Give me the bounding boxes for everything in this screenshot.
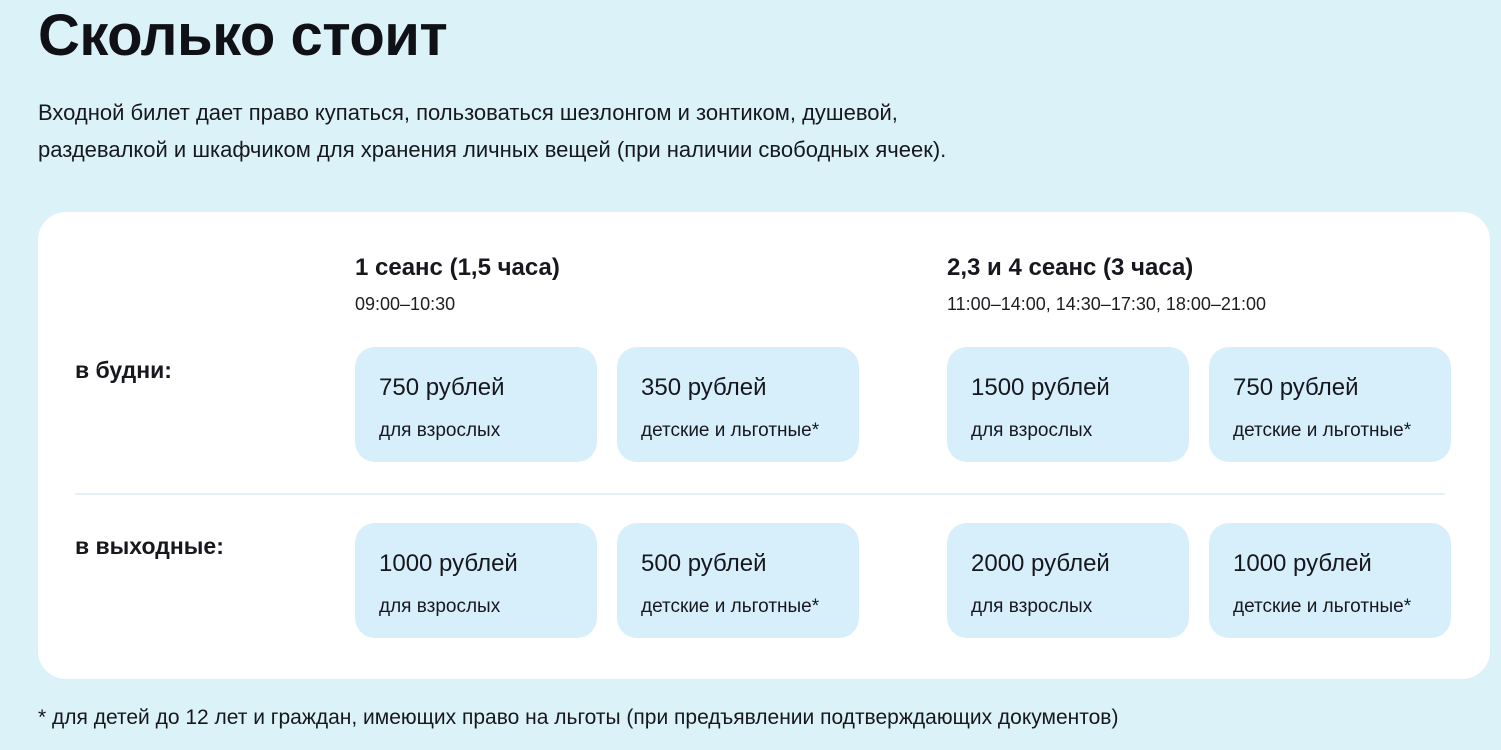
price-card-weekend-child-1session: 500 рублей детские и льготные* <box>617 523 859 638</box>
price-card-weekday-adult-3hour: 1500 рублей для взрослых <box>947 347 1189 462</box>
price-category: для взрослых <box>379 420 501 441</box>
price-amount: 750 рублей <box>1233 374 1359 401</box>
price-amount: 500 рублей <box>641 550 767 577</box>
price-card-weekend-adult-3hour: 2000 рублей для взрослых <box>947 523 1189 638</box>
row-divider <box>75 493 1445 495</box>
intro-line-2: раздевалкой и шкафчиком для хранения лич… <box>38 137 947 162</box>
price-amount: 750 рублей <box>379 374 505 401</box>
weekend-price-row: в выходные: 1000 рублей для взрослых 500… <box>75 523 1451 638</box>
session-column-1-header: 1 сеанс (1,5 часа) 09:00–10:30 <box>355 253 859 316</box>
price-card-weekday-adult-1session: 750 рублей для взрослых <box>355 347 597 462</box>
price-card-weekend-child-3hour: 1000 рублей детские и льготные* <box>1209 523 1451 638</box>
price-category: детские и льготные* <box>1233 420 1412 441</box>
intro-line-1: Входной билет дает право купаться, польз… <box>38 100 898 125</box>
price-category: для взрослых <box>379 596 501 617</box>
footnote-text: * для детей до 12 лет и граждан, имеющих… <box>38 706 1119 729</box>
price-category: детские и льготные* <box>641 420 820 441</box>
price-amount: 2000 рублей <box>971 550 1110 577</box>
price-amount: 1000 рублей <box>379 550 518 577</box>
price-category: детские и льготные* <box>641 596 820 617</box>
price-card-weekend-adult-1session: 1000 рублей для взрослых <box>355 523 597 638</box>
weekend-row-label: в выходные: <box>75 533 224 559</box>
pricing-section: Сколько стоит Входной билет дает право к… <box>38 3 1490 729</box>
price-category: для взрослых <box>971 596 1093 617</box>
price-category: детские и льготные* <box>1233 596 1412 617</box>
weekday-price-row: в будни: 750 рублей для взрослых 350 руб… <box>75 347 1451 462</box>
session-column-2-title: 2,3 и 4 сеанс (3 часа) <box>947 254 1194 281</box>
intro-text: Входной билет дает право купаться, польз… <box>38 94 1490 168</box>
price-category: для взрослых <box>971 420 1093 441</box>
session-column-2-header: 2,3 и 4 сеанс (3 часа) 11:00–14:00, 14:3… <box>947 253 1451 316</box>
page-title: Сколько стоит <box>38 3 448 68</box>
weekday-row-label: в будни: <box>75 357 172 383</box>
session-column-1-times: 09:00–10:30 <box>355 294 456 314</box>
pricing-card: 1 сеанс (1,5 часа) 09:00–10:30 2,3 и 4 с… <box>38 212 1490 679</box>
price-amount: 1000 рублей <box>1233 550 1372 577</box>
session-column-1-title: 1 сеанс (1,5 часа) <box>355 254 560 281</box>
session-header-row: 1 сеанс (1,5 часа) 09:00–10:30 2,3 и 4 с… <box>75 253 1445 316</box>
price-card-weekday-child-1session: 350 рублей детские и льготные* <box>617 347 859 462</box>
session-column-2-times: 11:00–14:00, 14:30–17:30, 18:00–21:00 <box>947 294 1266 314</box>
price-amount: 1500 рублей <box>971 374 1110 401</box>
price-card-weekday-child-3hour: 750 рублей детские и льготные* <box>1209 347 1451 462</box>
price-amount: 350 рублей <box>641 374 767 401</box>
